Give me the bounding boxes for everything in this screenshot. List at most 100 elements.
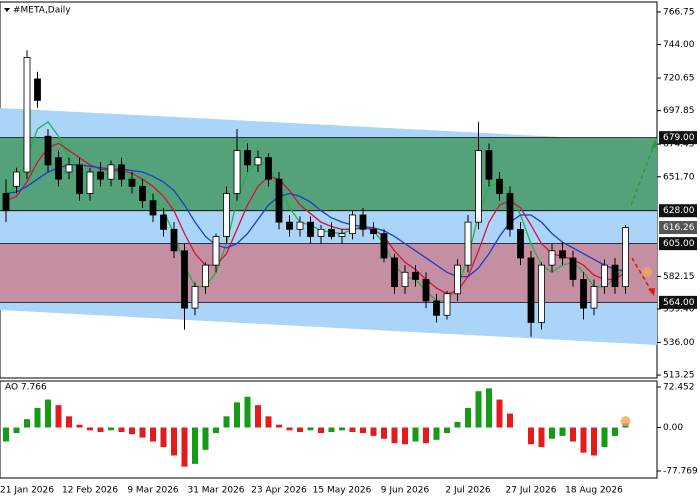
ao-bar	[370, 427, 377, 436]
ao-bar	[192, 427, 198, 464]
ao-bar	[391, 427, 398, 444]
candle-body	[307, 221, 314, 237]
y-tick-label: 766.75	[663, 7, 695, 17]
ao-bar	[129, 427, 135, 435]
x-tick-label: 9 Jun 2026	[381, 486, 430, 496]
ao-bar	[454, 421, 461, 428]
candle-body	[265, 157, 272, 180]
ao-bar	[549, 427, 555, 439]
candle-body	[128, 178, 136, 187]
candle-body	[296, 221, 304, 230]
ao-bar	[528, 427, 534, 445]
ao-bar	[3, 427, 9, 442]
candle-body	[559, 250, 566, 259]
ao-bar	[570, 427, 576, 442]
ao-bar	[433, 427, 440, 440]
y-tick-label: 582.15	[663, 272, 695, 282]
ao-bar	[76, 424, 83, 428]
x-tick-label: 9 Mar 2026	[127, 486, 179, 496]
x-tick-label: 27 Jul 2026	[506, 486, 557, 496]
level-box	[659, 237, 697, 251]
ao-bar	[66, 416, 72, 428]
ao-bar	[202, 427, 209, 450]
candle-body	[44, 135, 52, 166]
candle-body	[23, 57, 31, 173]
ao-bar	[150, 427, 156, 442]
candle-body	[86, 171, 94, 194]
ao-title: AO 7.766	[5, 383, 47, 393]
level-box	[659, 204, 697, 218]
level-label: 564.00	[663, 298, 695, 308]
candle-body	[286, 221, 293, 230]
zone	[0, 243, 657, 303]
candle-body	[76, 164, 83, 194]
ao-bar	[97, 427, 104, 432]
y-tick-label: -77.769	[663, 466, 698, 476]
candle-body	[34, 78, 41, 101]
candle-body	[590, 286, 598, 309]
ao-bar	[244, 396, 251, 428]
candle-body	[611, 264, 619, 288]
ao-bar	[55, 405, 62, 428]
ao-bar	[402, 427, 408, 445]
ao-bar	[328, 427, 335, 432]
candle-body	[538, 264, 545, 323]
y-tick-label: 744.00	[663, 40, 695, 50]
candle-body	[391, 257, 398, 288]
y-tick-label: 720.65	[663, 73, 695, 83]
ao-bar	[307, 427, 314, 431]
level-box	[659, 131, 697, 145]
candle-body	[443, 293, 451, 316]
y-tick-label: 0.00	[663, 423, 683, 433]
candle-body	[118, 164, 125, 180]
ao-bar	[423, 427, 429, 444]
candle-body	[338, 233, 346, 237]
ao-bar	[24, 419, 30, 428]
candle-body	[275, 178, 283, 223]
candle-body	[622, 227, 629, 288]
main-layer: 766.75 744.00 720.65 697.85 674.45 651.70 582.…	[0, 7, 697, 381]
y-tick-label: 72.452	[663, 383, 695, 393]
candle-body	[475, 150, 482, 223]
candle-body	[328, 228, 335, 237]
ao-bar	[45, 399, 51, 428]
ao-bar	[318, 427, 324, 434]
candle-body	[317, 228, 325, 237]
candle-body	[233, 150, 241, 194]
up-arrow-head	[651, 139, 658, 149]
level-box	[659, 295, 697, 309]
ao-bar	[108, 427, 114, 431]
candle-body	[191, 286, 199, 309]
candle-body	[517, 228, 524, 259]
level-label: 605.00	[663, 239, 695, 249]
ao-bar	[13, 427, 20, 434]
ao-bar	[559, 427, 566, 436]
y-tick-label: 559.40	[663, 304, 695, 314]
candle-body	[55, 157, 62, 180]
x-tick-label: 21 Jan 2026	[0, 486, 54, 496]
level-label: 679.00	[663, 133, 695, 143]
candle-body	[527, 257, 535, 323]
chart-title: #META,Daily	[13, 6, 71, 16]
candle-body	[139, 185, 146, 202]
ao-bar	[265, 416, 272, 428]
candle-body	[149, 200, 157, 216]
candle-body	[433, 300, 440, 316]
x-tick-label: 2 Jul 2026	[445, 486, 490, 496]
level-label: 616.26	[663, 223, 695, 233]
candle-body	[412, 271, 419, 280]
candle-body	[2, 193, 10, 212]
ao-bar	[339, 427, 345, 431]
symbol-icon	[4, 8, 10, 12]
ao-bar	[580, 427, 587, 453]
candle-body	[506, 193, 514, 230]
ao-bar	[538, 427, 545, 448]
ao-bar	[181, 427, 188, 467]
ao-bar	[286, 427, 293, 431]
candle-body	[580, 279, 587, 309]
candle-body	[97, 171, 104, 180]
y-tick-label: 697.85	[663, 106, 695, 116]
ao-bar	[213, 427, 219, 434]
candle-body	[569, 257, 577, 280]
